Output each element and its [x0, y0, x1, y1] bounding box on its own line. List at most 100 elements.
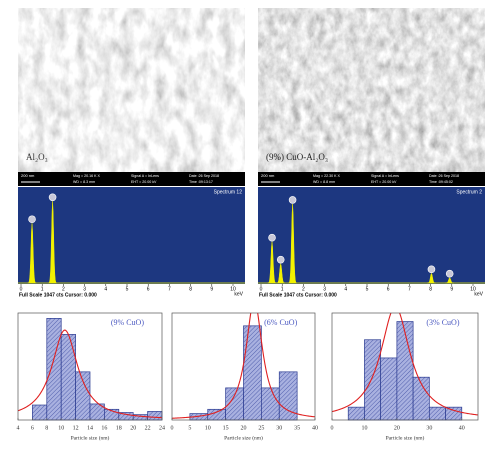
peak-marker	[445, 269, 454, 278]
sem-info: WD = 8.3 mm	[73, 180, 95, 184]
sem-info: WD = 8.8 mm	[313, 180, 335, 184]
histogram-bar	[364, 339, 382, 421]
tick-label: 18	[116, 425, 122, 431]
sem-info: Mag = 22.30 K X	[313, 174, 340, 178]
sem-label: Al₂O₃	[26, 152, 48, 162]
tick-label: 0	[260, 286, 263, 292]
spectrum-title: Spectrum 12	[214, 189, 243, 195]
tick-label: 5	[366, 286, 369, 292]
spectrum-peak	[288, 203, 297, 284]
histogram-bar	[243, 325, 262, 421]
tick-label: 30	[426, 425, 432, 431]
tick-label: 10	[470, 286, 476, 292]
histogram-bar	[261, 387, 280, 421]
histogram-bar	[428, 406, 446, 421]
sem-label: (9%) CuO-Al₂O₃	[266, 152, 328, 162]
sem-info: Date :26 Sep 2018	[429, 174, 459, 178]
axis-unit: keV	[474, 291, 483, 297]
tick-label: 10	[58, 425, 64, 431]
tick-label: 0	[331, 425, 334, 431]
scale-bar-label: 200 nm	[261, 173, 275, 178]
histogram-bar	[396, 321, 414, 421]
sem-info-bar	[18, 172, 245, 186]
tick-label: 4	[104, 286, 107, 292]
sem-info-bar	[258, 172, 485, 186]
panel-label: (3% CuO)	[426, 318, 459, 327]
spectrum-footer: Full Scale 1047 cts Cursor: 0.000	[19, 292, 97, 298]
histogram-bar	[147, 411, 163, 421]
tick-label: 3	[323, 286, 326, 292]
sem-image	[18, 8, 245, 172]
peak-marker	[268, 233, 276, 242]
tick-label: 14	[87, 425, 93, 431]
histogram-bar	[60, 334, 76, 421]
tick-label: 10	[230, 286, 236, 292]
sem-info: Signal A = InLens	[371, 174, 399, 178]
histogram-bar	[380, 357, 398, 421]
tick-label: 8	[429, 286, 432, 292]
tick-label: 9	[450, 286, 453, 292]
peak-marker	[427, 265, 436, 274]
sem-info: EHT = 20.00 kV	[131, 180, 157, 184]
tick-label: 6	[147, 286, 150, 292]
tick-label: 25	[258, 425, 264, 431]
tick-label: 15	[223, 425, 229, 431]
tick-label: 16	[101, 425, 107, 431]
histogram-bar	[445, 406, 463, 421]
histogram-bar	[75, 371, 91, 421]
tick-label: 10	[361, 425, 367, 431]
sem-info: Date :26 Sep 2018	[189, 174, 219, 178]
spectrum-peak	[27, 223, 37, 284]
spectrum-bg	[258, 187, 485, 284]
sem-info: EHT = 20.00 kV	[371, 180, 397, 184]
tick-label: 9	[210, 286, 213, 292]
tick-label: 35	[294, 425, 300, 431]
fit-curve	[172, 313, 315, 419]
histogram-bar	[46, 318, 62, 421]
scale-bar-label: 200 nm	[21, 173, 35, 178]
tick-label: 8	[45, 425, 48, 431]
fit-curve	[18, 329, 162, 419]
spectrum-title: Spectrum 2	[456, 189, 482, 195]
tick-label: 2	[302, 286, 305, 292]
tick-label: 3	[83, 286, 86, 292]
sem-image	[258, 8, 485, 172]
tick-label: 6	[387, 286, 390, 292]
sem-info: Signal A = InLens	[131, 174, 159, 178]
tick-label: 6	[31, 425, 34, 431]
tick-label: 20	[241, 425, 247, 431]
spectrum-peak	[48, 201, 57, 284]
tick-label: 2	[62, 286, 65, 292]
fit-curve	[332, 313, 478, 416]
tick-label: 40	[312, 425, 318, 431]
sem-info: Mag = 20.16 K X	[73, 174, 100, 178]
peak-marker	[48, 193, 57, 202]
tick-label: 30	[276, 425, 282, 431]
tick-label: 40	[459, 425, 465, 431]
tick-label: 1	[281, 286, 284, 292]
spectrum-bg	[18, 187, 245, 284]
tick-label: 0	[171, 425, 174, 431]
tick-label: 24	[159, 425, 165, 431]
tick-label: 20	[394, 425, 400, 431]
panel-label: (9% CuO)	[111, 318, 144, 327]
panel-label: (6% CuO)	[264, 318, 297, 327]
histogram-bar	[347, 406, 365, 421]
tick-label: 4	[344, 286, 347, 292]
plot-frame	[331, 312, 479, 421]
tick-label: 5	[188, 425, 191, 431]
histogram-bar	[32, 404, 48, 421]
tick-label: 12	[73, 425, 79, 431]
x-axis-label: Particle size (nm)	[71, 434, 110, 441]
sem-info: Time :09:45:02	[429, 180, 453, 184]
tick-label: 4	[17, 425, 20, 431]
spectrum-footer: Full Scale 1047 cts Cursor: 0.000	[259, 292, 337, 298]
tick-label: 8	[189, 286, 192, 292]
peak-marker	[28, 215, 36, 224]
x-axis-label: Particle size (nm)	[224, 434, 263, 441]
peak-marker	[276, 255, 285, 264]
axis-unit: keV	[234, 291, 243, 297]
peak-marker	[288, 196, 297, 204]
x-axis-label: Particle size (nm)	[386, 434, 425, 441]
